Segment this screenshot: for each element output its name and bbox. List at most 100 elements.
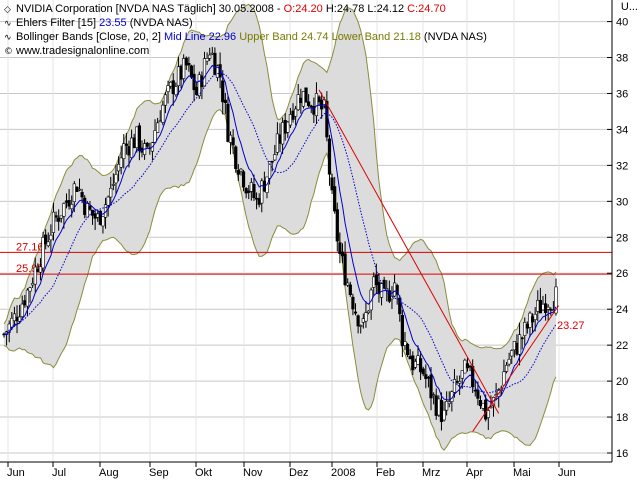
candle-body <box>213 52 217 75</box>
candle-body <box>382 279 386 289</box>
candle-body <box>176 66 181 86</box>
candle-body <box>309 105 313 108</box>
y-tick-label: 32 <box>616 160 628 172</box>
candle-body <box>28 287 32 292</box>
candle-body <box>530 316 535 323</box>
candle-body <box>54 215 58 218</box>
candle-body <box>25 289 30 307</box>
y-tick-label: 22 <box>616 340 628 352</box>
candle-body <box>278 134 282 144</box>
x-tick-label: Dez <box>289 467 309 479</box>
x-tick-label: Jun <box>558 467 576 479</box>
candle-body <box>182 58 186 79</box>
candle-body <box>288 114 293 126</box>
candle-body <box>520 337 524 340</box>
candle-body <box>353 311 358 314</box>
candle-body <box>489 406 493 409</box>
candle-body <box>101 216 105 227</box>
candle-body <box>468 365 472 368</box>
y-tick-label: 28 <box>616 232 628 244</box>
x-tick-label: Jun <box>7 467 25 479</box>
y-tick-label: 40 <box>616 17 628 29</box>
candle-body <box>549 308 553 311</box>
candle-body <box>543 303 548 313</box>
candle-body <box>129 137 134 158</box>
y-tick-label: 20 <box>616 376 628 388</box>
candle-body <box>122 143 126 159</box>
candle-body <box>525 323 529 329</box>
candle-body <box>317 96 321 103</box>
legend-line-1: ◇ NVIDIA Corporation [NVDA NAS Täglich] 3… <box>4 3 446 17</box>
candle-body <box>195 86 199 96</box>
line-icon: ∿ <box>4 33 12 43</box>
candle-body <box>294 108 298 117</box>
candle-body <box>252 184 256 199</box>
candle-body <box>163 94 168 106</box>
candle-body <box>434 395 438 416</box>
candle-body <box>439 400 444 422</box>
candle-body <box>523 321 527 336</box>
candle-body <box>419 358 423 373</box>
candle-body <box>83 197 87 215</box>
candle-body <box>411 355 415 371</box>
candle-body <box>340 251 345 257</box>
candle-body <box>249 182 253 192</box>
corner-button[interactable]: U... <box>620 1 638 13</box>
candle-body <box>416 355 420 365</box>
candle-body <box>75 186 79 193</box>
trendlines: 23.27 <box>318 89 585 432</box>
candle-body <box>145 142 149 147</box>
candle-body <box>228 134 233 143</box>
candle-body <box>408 356 412 360</box>
candle-body <box>226 103 230 142</box>
candle-body <box>273 154 277 161</box>
candle-body <box>156 122 160 133</box>
candle-body <box>124 143 128 146</box>
candle-body <box>343 253 347 286</box>
bollinger-bands <box>3 3 557 451</box>
axis-labels: 16 18 20 22 24 26 28 30 32 34 36 38 40 Jun Jul Aug Sep Ok… <box>7 17 628 479</box>
candle-body <box>528 312 532 328</box>
candle-body <box>296 94 300 111</box>
candle-body <box>46 241 50 247</box>
candle-body <box>301 91 306 107</box>
bollinger-mid: Mid Line 22.96 <box>163 31 237 43</box>
candle-body <box>275 133 279 153</box>
diamond-icon: ◇ <box>4 5 11 15</box>
candle-body <box>210 52 214 55</box>
candle-body <box>111 184 115 186</box>
candle-body <box>546 306 550 310</box>
x-tick-label: Sep <box>149 467 169 479</box>
candle-body <box>169 81 173 87</box>
candle-body <box>502 371 506 386</box>
candle-body <box>51 211 56 233</box>
candle-body <box>299 97 303 103</box>
candle-body <box>338 242 342 255</box>
candle-body <box>57 217 61 222</box>
y-tick-label: 26 <box>616 268 628 280</box>
candle-body <box>437 398 441 416</box>
candle-body <box>356 315 360 327</box>
candle-body <box>223 99 227 103</box>
candle-body <box>189 65 194 78</box>
candle-body <box>132 137 136 149</box>
candle-body <box>62 203 66 217</box>
x-tick-label: Nov <box>243 467 263 479</box>
bollinger-suffix: (NVDA NAS) <box>420 31 487 43</box>
candle-body <box>458 381 462 384</box>
candle-body <box>244 188 248 194</box>
high-value: H:24.78 <box>325 3 365 15</box>
candle-body <box>283 120 287 134</box>
candle-body <box>533 313 537 321</box>
candle-body <box>327 138 332 175</box>
candle-body <box>335 209 339 242</box>
candle-body <box>291 110 295 120</box>
candle-body <box>286 121 290 133</box>
candle-body <box>270 160 274 163</box>
candle-body <box>135 126 139 148</box>
candle-body <box>59 215 63 219</box>
candle-body <box>374 274 378 286</box>
candle-body <box>507 358 511 365</box>
candle-body <box>18 316 22 322</box>
